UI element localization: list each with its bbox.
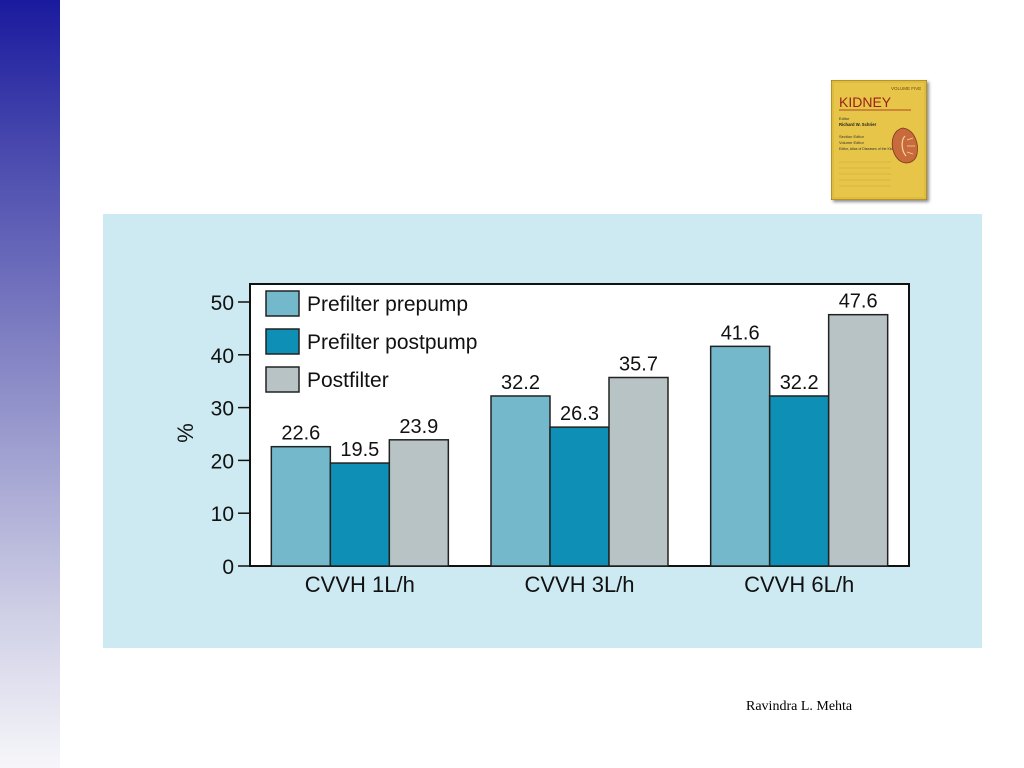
y-tick-label: 20 — [211, 450, 234, 473]
bar-prefilter-prepump-3 — [709, 345, 771, 567]
x-category-label: CVVH 3L/h — [524, 572, 634, 597]
y-tick-label: 30 — [211, 398, 234, 421]
chart-panel: % 0 10 20 30 40 50 22.6 19.5 23.9 32.2 26.3 35.7 41… — [103, 214, 982, 648]
data-label: 32.2 — [780, 372, 819, 394]
data-label: 23.9 — [399, 416, 438, 438]
side-gradient-bar — [0, 0, 60, 768]
data-label: 26.3 — [560, 403, 599, 425]
bar-chart: % 0 10 20 30 40 50 22.6 19.5 23.9 32.2 26.3 35.7 41… — [173, 283, 910, 597]
kidney-illustration — [891, 127, 918, 164]
legend-label: Prefilter prepump — [307, 293, 468, 316]
legend-swatch — [265, 328, 300, 355]
book-line-5: Editor, Atlas of Diseases of the Kidney — [839, 147, 898, 151]
bar-postfilter-2 — [608, 376, 669, 567]
legend-swatch — [265, 290, 300, 317]
data-label: 22.6 — [281, 423, 320, 445]
book-title: KIDNEY — [839, 94, 892, 110]
book-top-label: VOLUME FIVE — [891, 86, 921, 91]
y-tick-label: 10 — [211, 503, 234, 526]
bar-prefilter-postpump-2 — [549, 426, 610, 567]
book-line-2: Richard W. Schrier — [839, 122, 877, 127]
x-category-label: CVVH 1L/h — [305, 572, 415, 597]
data-label: 32.2 — [501, 372, 540, 394]
book-line-4: Volume Editor — [839, 140, 865, 145]
data-label: 19.5 — [340, 439, 379, 461]
bar-postfilter-1 — [388, 439, 450, 567]
legend-label: Prefilter postpump — [307, 331, 477, 354]
legend-swatch — [265, 366, 300, 393]
y-tick-label: 50 — [211, 292, 234, 315]
x-category-label: CVVH 6L/h — [744, 572, 854, 597]
y-tick-label: 40 — [211, 345, 234, 368]
legend-label: Postfilter — [307, 369, 389, 392]
bar-postfilter-3 — [827, 313, 889, 567]
footer-credit: Ravindra L. Mehta — [746, 699, 853, 714]
data-label: 35.7 — [619, 354, 658, 376]
book-line-3: Section Editor — [839, 134, 865, 139]
kidney-book-cover: VOLUME FIVE KIDNEY Editor Richard W. Sch… — [831, 80, 927, 200]
bar-prefilter-postpump-1 — [329, 462, 391, 567]
bar-prefilter-prepump-1 — [270, 445, 332, 567]
y-tick-label: 0 — [222, 556, 234, 579]
data-label: 47.6 — [839, 291, 878, 313]
y-axis-label: % — [173, 423, 198, 443]
bar-prefilter-postpump-3 — [768, 395, 830, 567]
data-label: 41.6 — [721, 322, 760, 344]
bar-prefilter-prepump-2 — [490, 395, 551, 567]
book-line-1: Editor — [839, 116, 850, 121]
